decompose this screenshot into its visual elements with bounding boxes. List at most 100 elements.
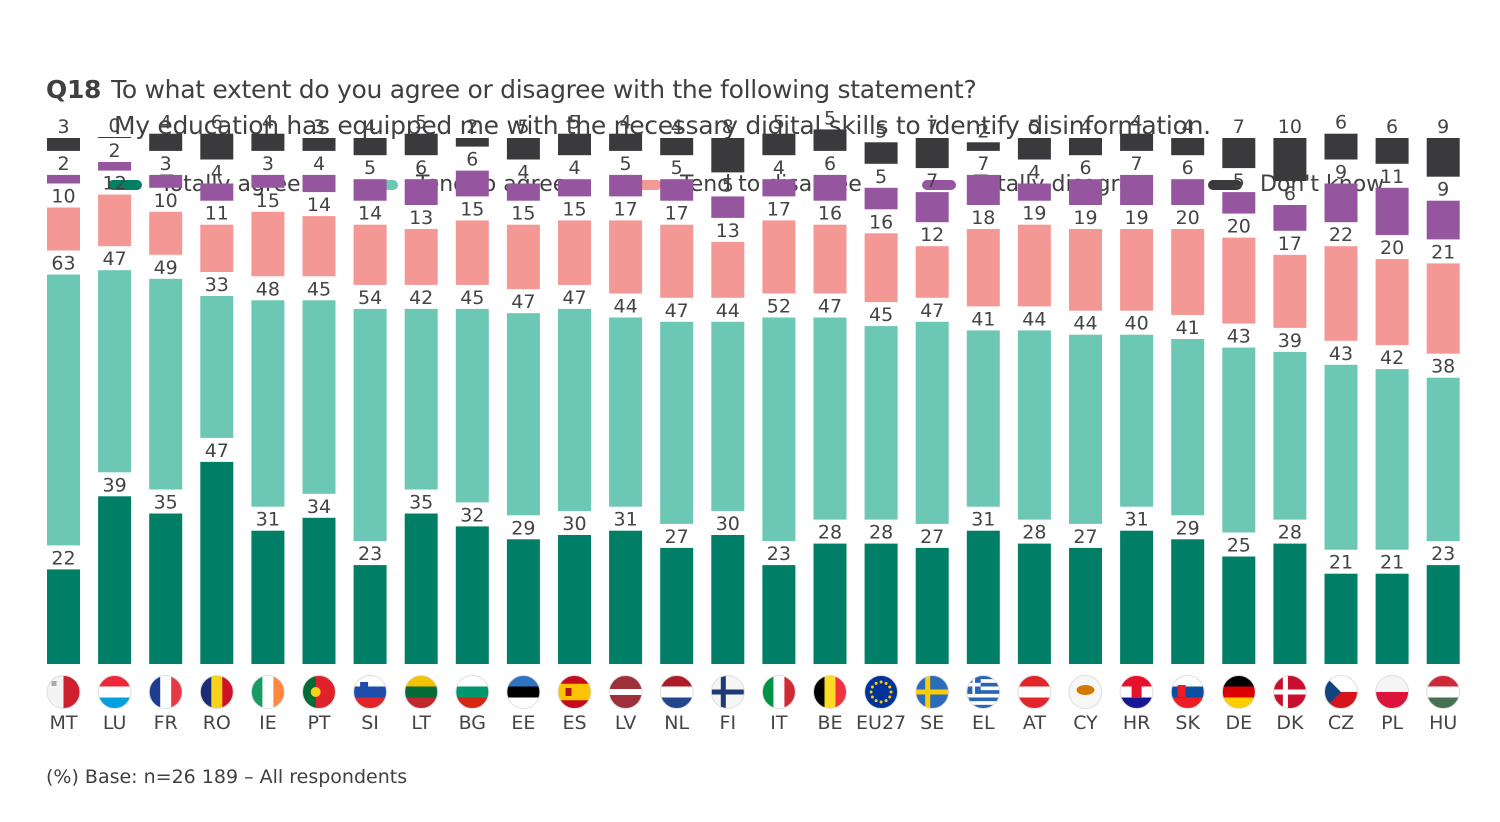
footnote-base: (%) Base: n=26 189 – All respondents [46, 766, 408, 788]
data-label-tend-to-agree-hr: 40 [1125, 313, 1149, 335]
bar-group-lv: 31 44 17 5 4 LV [608, 112, 643, 734]
data-label-tend-to-agree-be: 47 [818, 296, 842, 318]
bar-tend-to-disagree-pt [302, 216, 336, 277]
bar-don-t-know-lu [98, 137, 132, 138]
bar-totally-agree-se [915, 547, 949, 664]
bar-don-t-know-nl [660, 138, 694, 156]
bar-group-ro: 47 33 11 4 6 RO [199, 112, 234, 734]
data-label-tend-to-disagree-eu27: 16 [869, 211, 893, 233]
category-label-es: ES [562, 712, 586, 734]
category-label-cz: CZ [1328, 712, 1354, 734]
bar-tend-to-disagree-be [813, 224, 847, 294]
category-label-nl: NL [664, 712, 689, 734]
data-label-totally-disagree-eu27: 5 [875, 166, 887, 188]
bulgaria-flag-icon [455, 675, 490, 709]
bar-group-fr: 35 49 10 3 4 FR [148, 112, 183, 734]
data-label-tend-to-agree-fr: 49 [154, 257, 178, 279]
bar-don-t-know-de [1222, 138, 1256, 169]
croatia-flag-icon [1119, 675, 1154, 709]
data-label-don-t-know-fr: 4 [160, 112, 172, 134]
bar-totally-agree-eu27 [864, 543, 898, 664]
spain-flag-icon [557, 675, 592, 709]
data-label-tend-to-disagree-bg: 15 [460, 198, 484, 220]
data-label-totally-disagree-hr: 7 [1131, 153, 1143, 175]
data-label-don-t-know-ee: 5 [517, 116, 529, 138]
data-label-tend-to-disagree-mt: 10 [51, 186, 75, 208]
data-label-totally-agree-ro: 47 [205, 440, 229, 462]
bar-tend-to-agree-ie [251, 300, 285, 507]
data-label-don-t-know-it: 5 [773, 112, 785, 134]
category-label-fr: FR [154, 712, 178, 734]
data-label-don-t-know-cy: 4 [1079, 116, 1091, 138]
data-label-totally-disagree-ro: 4 [211, 162, 223, 184]
category-label-hr: HR [1123, 712, 1151, 734]
bar-don-t-know-fr [149, 133, 183, 151]
category-label-el: EL [972, 712, 995, 734]
category-label-hu: HU [1429, 712, 1457, 734]
belgium-flag-icon [813, 675, 847, 709]
bar-group-nl: 27 47 17 5 4 NL [659, 116, 694, 734]
bar-group-es: 30 47 15 4 5 ES [557, 112, 592, 734]
bar-tend-to-disagree-lv [609, 220, 643, 294]
bar-totally-agree-dk [1273, 543, 1307, 664]
legend-item-totally-disagree: Totally disagree [922, 172, 1146, 197]
bar-don-t-know-cz [1324, 133, 1358, 160]
bar-tend-to-disagree-se [915, 246, 949, 298]
slovenia-flag-icon [353, 675, 388, 709]
data-label-totally-agree-lt: 35 [409, 492, 433, 514]
luxembourg-flag-icon [97, 675, 132, 709]
poland-flag-icon [1375, 675, 1410, 709]
data-label-tend-to-agree-pt: 45 [307, 278, 331, 300]
bar-don-t-know-be [813, 129, 847, 151]
data-label-totally-agree-ie: 31 [256, 509, 280, 531]
data-label-tend-to-agree-lt: 42 [409, 287, 433, 309]
data-label-tend-to-disagree-it: 17 [767, 198, 791, 220]
data-label-don-t-know-be: 5 [824, 107, 836, 129]
data-label-don-t-know-lu: 0 [109, 115, 121, 137]
bar-tend-to-disagree-fr [149, 211, 183, 255]
bar-tend-to-disagree-hu [1426, 263, 1460, 354]
data-label-totally-disagree-lu: 2 [109, 140, 121, 162]
bar-totally-disagree-eu27 [864, 187, 898, 210]
france-flag-icon [148, 675, 183, 709]
bar-totally-agree-cy [1069, 547, 1102, 664]
data-label-totally-agree-pl: 21 [1380, 552, 1404, 574]
portugal-flag-icon [302, 675, 336, 709]
data-label-totally-agree-dk: 28 [1278, 522, 1302, 544]
data-label-totally-disagree-de: 5 [1233, 170, 1245, 192]
bar-don-t-know-el [966, 142, 1000, 151]
category-label-si: SI [361, 712, 379, 734]
data-label-tend-to-agree-nl: 47 [665, 300, 689, 322]
bar-totally-disagree-cz [1324, 183, 1358, 223]
bar-totally-disagree-hr [1120, 174, 1154, 205]
data-label-don-t-know-bg: 2 [466, 116, 478, 138]
data-label-tend-to-agree-se: 47 [920, 300, 944, 322]
data-label-tend-to-disagree-es: 15 [562, 198, 586, 220]
bar-group-ie: 31 48 15 3 4 IE [250, 112, 285, 734]
data-label-totally-agree-pt: 34 [307, 496, 331, 518]
bar-totally-agree-fi [711, 535, 745, 664]
bar-totally-disagree-si [353, 179, 387, 201]
romania-flag-icon [199, 675, 234, 709]
bar-don-t-know-pt [302, 138, 336, 151]
data-label-totally-agree-lu: 39 [103, 474, 127, 496]
data-label-totally-disagree-lt: 6 [415, 157, 427, 179]
category-label-se: SE [920, 712, 944, 734]
bar-don-t-know-es [558, 133, 591, 156]
data-label-don-t-know-lv: 4 [620, 112, 632, 134]
bar-group-lt: 35 42 13 6 5 LT [404, 112, 439, 734]
category-label-it: IT [770, 712, 788, 734]
bar-don-t-know-ie [251, 133, 285, 151]
data-label-tend-to-agree-it: 52 [767, 296, 791, 318]
bar-tend-to-disagree-es [558, 220, 591, 285]
bar-totally-agree-si [353, 565, 387, 664]
data-label-totally-disagree-cy: 6 [1079, 157, 1091, 179]
legend-swatch [1208, 179, 1242, 190]
data-label-totally-agree-si: 23 [358, 543, 382, 565]
bar-tend-to-agree-sk [1171, 339, 1205, 516]
data-label-tend-to-disagree-cy: 19 [1073, 207, 1097, 229]
data-label-totally-disagree-es: 4 [568, 157, 580, 179]
bar-totally-agree-lt [404, 513, 438, 664]
bar-totally-agree-pt [302, 517, 336, 664]
bar-group-be: 28 47 16 6 5 BE [813, 107, 847, 734]
